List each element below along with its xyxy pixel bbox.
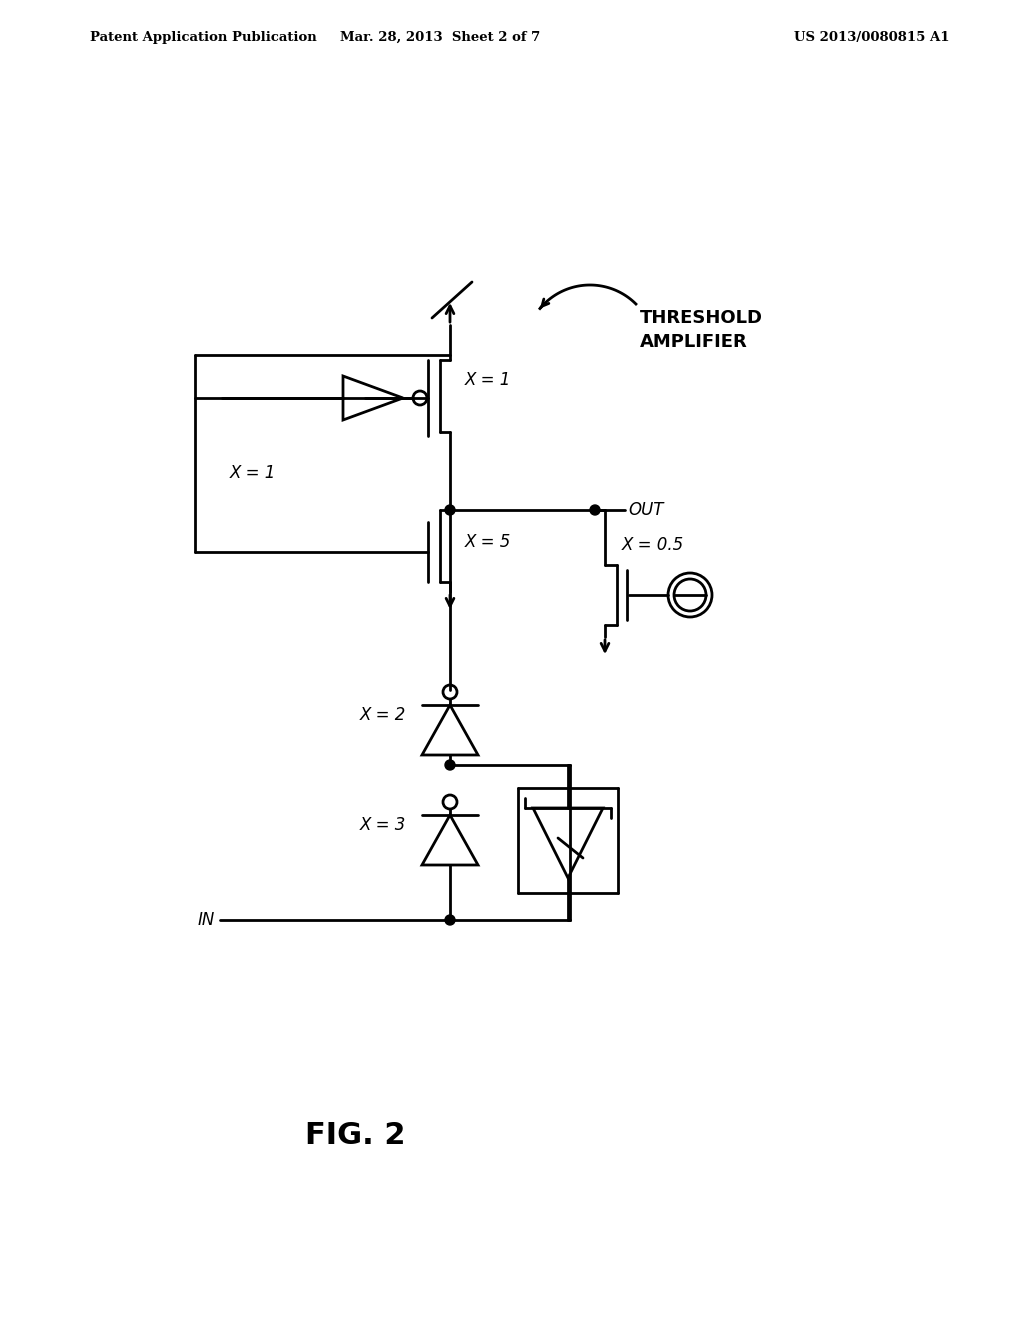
Text: THRESHOLD
AMPLIFIER: THRESHOLD AMPLIFIER	[640, 309, 763, 351]
Text: X = 1: X = 1	[230, 465, 276, 482]
Text: US 2013/0080815 A1: US 2013/0080815 A1	[795, 30, 950, 44]
Text: Mar. 28, 2013  Sheet 2 of 7: Mar. 28, 2013 Sheet 2 of 7	[340, 30, 540, 44]
Text: IN: IN	[198, 911, 215, 929]
Circle shape	[445, 760, 455, 770]
Text: FIG. 2: FIG. 2	[305, 1121, 406, 1150]
Text: Patent Application Publication: Patent Application Publication	[90, 30, 316, 44]
Text: X = 0.5: X = 0.5	[622, 536, 684, 554]
Circle shape	[590, 506, 600, 515]
Text: X = 5: X = 5	[465, 533, 511, 550]
Text: X = 2: X = 2	[360, 706, 407, 723]
Text: X = 3: X = 3	[360, 816, 407, 834]
Circle shape	[445, 506, 455, 515]
Circle shape	[445, 915, 455, 925]
Text: X = 1: X = 1	[465, 371, 511, 389]
Text: OUT: OUT	[628, 502, 664, 519]
